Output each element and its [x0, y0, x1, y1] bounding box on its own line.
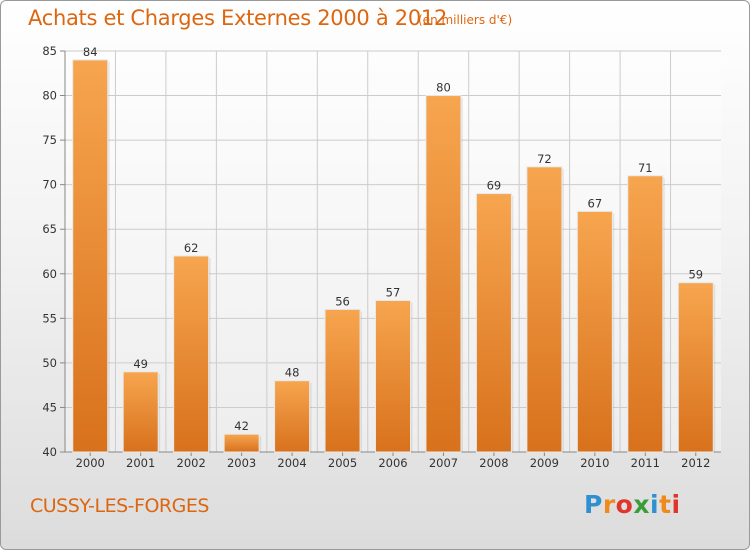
bar — [173, 255, 210, 453]
x-tick-label: 2000 — [76, 456, 105, 470]
logo-letter: t — [659, 490, 672, 519]
data-label: 57 — [386, 286, 401, 300]
y-tick-label: 85 — [42, 44, 57, 58]
data-label: 71 — [638, 161, 653, 175]
y-tick-label: 50 — [42, 356, 57, 370]
proxiti-logo: Proxiti — [584, 490, 681, 519]
logo-letter: r — [602, 490, 616, 519]
x-tick-label: 2009 — [530, 456, 559, 470]
x-tick-label: 2005 — [328, 456, 357, 470]
bar — [576, 210, 613, 453]
bar — [122, 371, 159, 453]
data-label: 56 — [335, 294, 350, 308]
x-tick-label: 2001 — [126, 456, 155, 470]
data-label: 62 — [184, 241, 199, 255]
data-label: 72 — [537, 152, 552, 166]
bars — [72, 59, 716, 453]
x-tick-label: 2002 — [177, 456, 206, 470]
x-tick-label: 2003 — [227, 456, 256, 470]
data-labels: 84 49 62 42 48 56 57 80 69 72 67 71 59 — [83, 45, 703, 433]
x-tick-label: 2007 — [429, 456, 458, 470]
bar — [677, 282, 714, 453]
data-label: 59 — [688, 268, 703, 282]
data-label: 80 — [436, 81, 451, 95]
y-tick-label: 70 — [42, 178, 57, 192]
logo-letter: o — [615, 490, 634, 519]
bar — [375, 300, 411, 453]
logo-letter: P — [584, 490, 603, 519]
x-tick-label: 2004 — [277, 456, 306, 470]
axes: 40 45 50 55 60 65 70 75 80 85 2000 2001 2002 2003 2004… — [42, 44, 721, 470]
data-label: 48 — [285, 366, 300, 380]
x-tick-label: 2008 — [479, 456, 508, 470]
y-tick-label: 40 — [42, 445, 57, 459]
y-tick-label: 45 — [42, 400, 57, 414]
bar — [526, 166, 563, 453]
x-tick-label: 2011 — [631, 456, 660, 470]
bar — [425, 95, 462, 453]
data-label: 49 — [133, 357, 148, 371]
bar — [627, 175, 664, 453]
y-tick-label: 80 — [42, 89, 57, 103]
x-tick-label: 2012 — [681, 456, 710, 470]
chart-title: Achats et Charges Externes 2000 à 2012 — [28, 6, 448, 30]
logo-letter: i — [671, 490, 681, 519]
logo-letter: x — [633, 490, 650, 519]
logo-letter: i — [650, 490, 660, 519]
y-tick-label: 65 — [42, 222, 57, 236]
y-tick-label: 55 — [42, 311, 57, 325]
data-label: 84 — [83, 45, 98, 59]
y-tick-label: 60 — [42, 267, 57, 281]
bar — [324, 308, 361, 453]
y-tick-label: 75 — [42, 133, 57, 147]
commune-name: CUSSY-LES-FORGES — [30, 495, 209, 517]
x-tick-label: 2010 — [580, 456, 609, 470]
unit-note: (en milliers d'€) — [418, 13, 513, 27]
data-label: 42 — [234, 419, 249, 433]
bar — [475, 193, 512, 453]
bar — [274, 380, 311, 453]
data-label: 69 — [487, 179, 502, 193]
bar — [223, 433, 260, 453]
x-tick-label: 2006 — [378, 456, 407, 470]
data-label: 67 — [588, 196, 603, 210]
bar — [72, 59, 109, 453]
